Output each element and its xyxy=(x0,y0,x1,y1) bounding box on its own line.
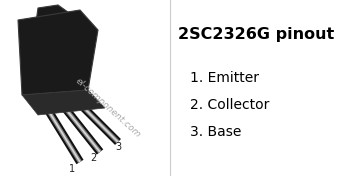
Text: 1. Emitter: 1. Emitter xyxy=(190,71,259,85)
Polygon shape xyxy=(22,90,105,115)
Text: 2SC2326G pinout: 2SC2326G pinout xyxy=(178,27,334,42)
Text: 2: 2 xyxy=(90,153,96,163)
Text: 1: 1 xyxy=(69,164,75,174)
Polygon shape xyxy=(36,5,72,25)
Polygon shape xyxy=(18,10,98,95)
Text: 2. Collector: 2. Collector xyxy=(190,98,269,112)
Text: el-component.com: el-component.com xyxy=(73,76,142,140)
Text: 3: 3 xyxy=(115,142,121,152)
Text: 3. Base: 3. Base xyxy=(190,125,242,139)
